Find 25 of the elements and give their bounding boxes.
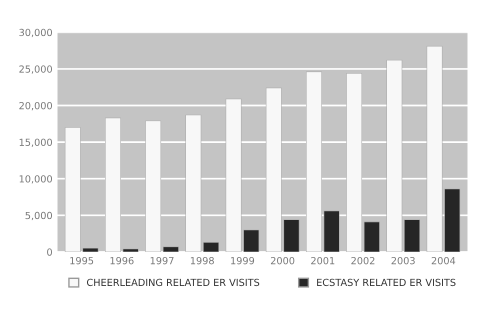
bar [162,246,179,252]
y-tick-label: 25,000 [19,65,52,74]
x-tick-label: 2001 [311,256,334,264]
y-tick-label: 30,000 [19,28,52,38]
bar [284,219,300,252]
bar [444,188,460,252]
bar [82,248,98,252]
x-tick-label: 1995 [70,256,94,264]
x-tick-label: 1997 [150,256,174,264]
legend-label: ECSTASY RELATED ER VISITS [317,278,456,286]
y-tick-label: 5,000 [26,212,52,220]
legend-label: CHEERLEADING RELATED ER VISITS [86,278,260,286]
y-tick-label: 10,000 [20,175,52,184]
x-tick-label: 2004 [432,256,456,264]
x-tick-label: 2003 [392,256,415,264]
y-tick-label: 20,000 [19,102,52,110]
y-tick-label: 0 [47,248,52,256]
bar [243,230,260,252]
x-tick-label: 2000 [270,256,294,264]
bar [364,222,380,252]
x-tick-label: 1996 [110,256,134,264]
x-tick-label: 1999 [231,256,254,264]
x-tick-label: 2002 [351,256,374,264]
y-tick-label: 15,000 [20,138,52,147]
x-tick-label: 1998 [190,256,214,264]
